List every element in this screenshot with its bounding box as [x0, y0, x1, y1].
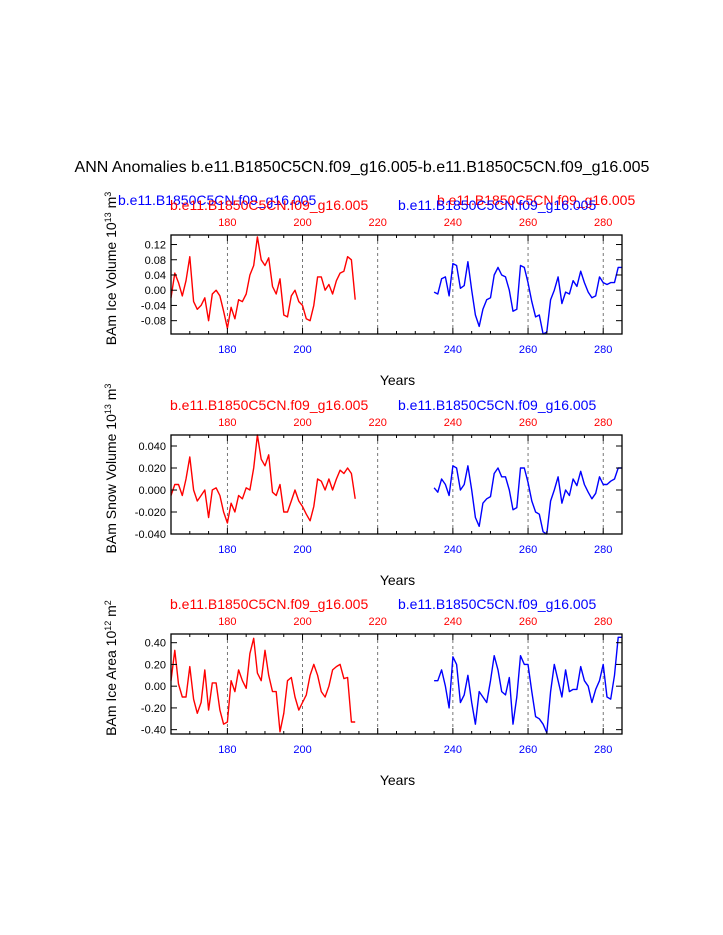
y-unit-power: 3	[103, 192, 113, 197]
series-line-blue	[433, 261, 622, 335]
y-unit-exponent: 13	[103, 404, 113, 414]
x-tick-label-bottom: 180	[218, 344, 236, 356]
y-tick-label: 0.00	[145, 681, 166, 693]
y-axis-label: BAm Ice Area 1012 m2	[103, 600, 119, 736]
x-tick-label-top: 280	[594, 217, 612, 229]
x-tick-label-bottom: 200	[293, 544, 311, 556]
y-tick-label: -0.040	[135, 529, 166, 541]
panel-3: 0.40 0.20 0.00 -0.20 -0.40 180 200 240 260 280 180…	[103, 596, 623, 788]
top-series-label-red: b.e11.B1850C5CN.f09_g16.005	[170, 197, 368, 213]
x-axis-label: Years	[380, 572, 415, 588]
x-tick-label-top: 200	[293, 616, 311, 628]
x-tick-label-bottom: 260	[519, 744, 537, 756]
y-tick-label: -0.40	[141, 725, 166, 737]
x-tick-label-bottom: 260	[519, 344, 537, 356]
panel-2: 0.040 0.020 0.000 -0.020 -0.040 180 200 240 260 2…	[103, 384, 623, 588]
x-axis-label: Years	[380, 372, 415, 388]
y-tick-label: -0.08	[141, 316, 166, 328]
top-series-label-blue: b.e11.B1850C5CN.f09_g16.005	[398, 397, 596, 413]
y-unit-power: 2	[103, 600, 113, 605]
figure-title: ANN Anomalies b.e11.B1850C5CN.f09_g16.00…	[75, 159, 650, 176]
y-tick-label: 0.20	[145, 659, 166, 671]
x-tick-label-bottom: 280	[594, 344, 612, 356]
plot-frame	[170, 434, 623, 535]
y-tick-label: 0.08	[145, 255, 166, 267]
top-series-label-blue: b.e11.B1850C5CN.f09_g16.005	[398, 596, 596, 612]
x-tick-label-top: 240	[444, 616, 462, 628]
x-tick-label-top: 260	[519, 217, 537, 229]
x-axis-label: Years	[380, 772, 415, 788]
x-tick-label-bottom: 280	[594, 544, 612, 556]
x-tick-label-bottom: 260	[519, 544, 537, 556]
x-tick-label-top: 240	[444, 217, 462, 229]
y-tick-label: 0.12	[145, 240, 166, 252]
x-tick-label-top: 220	[369, 616, 387, 628]
x-tick-label-top: 220	[369, 417, 387, 429]
y-tick-label: 0.000	[138, 485, 166, 497]
panels-group: 0.12 0.08 0.04 0.00 -0.04 -0.08 180 200 240 260 28…	[103, 192, 623, 788]
x-tick-label-top: 240	[444, 417, 462, 429]
x-tick-label-top: 180	[218, 417, 236, 429]
x-tick-label-top: 180	[218, 217, 236, 229]
x-tick-label-top: 180	[218, 616, 236, 628]
plot-frame	[170, 633, 623, 735]
x-tick-label-bottom: 200	[293, 744, 311, 756]
x-tick-label-top: 200	[293, 217, 311, 229]
x-tick-label-bottom: 180	[218, 544, 236, 556]
plot-frame	[170, 234, 623, 335]
top-series-label-red: b.e11.B1850C5CN.f09_g16.005	[170, 596, 368, 612]
x-tick-label-top: 280	[594, 417, 612, 429]
y-tick-label: 0.00	[145, 285, 166, 297]
series-line-red	[170, 236, 356, 329]
series-line-red	[170, 637, 356, 733]
y-tick-label: 0.04	[145, 270, 166, 282]
panel-1: 0.12 0.08 0.04 0.00 -0.04 -0.08 180 200 240 260 28…	[103, 192, 623, 388]
y-tick-label: -0.20	[141, 703, 166, 715]
top-series-label-blue: b.e11.B1850C5CN.f09_g16.005	[398, 197, 596, 213]
x-tick-label-top: 200	[293, 417, 311, 429]
x-tick-label-top: 220	[369, 217, 387, 229]
x-tick-label-bottom: 240	[444, 544, 462, 556]
x-tick-label-top: 280	[594, 616, 612, 628]
top-series-label-red: b.e11.B1850C5CN.f09_g16.005	[170, 397, 368, 413]
y-tick-label: 0.040	[138, 441, 166, 453]
top-offset-label-blue: b.e11.B1850C5CN.f09_g16.005	[118, 192, 316, 208]
x-tick-label-bottom: 240	[444, 744, 462, 756]
y-unit-exponent: 13	[103, 212, 113, 222]
y-tick-label: 0.40	[145, 638, 166, 650]
y-unit-exponent: 12	[103, 621, 113, 631]
x-tick-label-top: 260	[519, 616, 537, 628]
x-tick-label-bottom: 200	[293, 344, 311, 356]
x-tick-label-bottom: 180	[218, 744, 236, 756]
y-tick-label: 0.020	[138, 463, 166, 475]
x-tick-label-bottom: 280	[594, 744, 612, 756]
series-line-blue	[433, 465, 622, 535]
y-axis-label: BAm Snow Volume 1013 m3	[103, 384, 119, 554]
x-tick-label-top: 260	[519, 417, 537, 429]
y-axis-label: BAm Ice Volume 1013 m3	[103, 192, 119, 346]
top-offset-label-red: b.e11.B1850C5CN.f09_g16.005	[437, 192, 635, 208]
series-line-blue	[434, 636, 622, 734]
y-unit-power: 3	[103, 384, 113, 389]
y-tick-label: -0.04	[141, 300, 166, 312]
y-tick-label: -0.020	[135, 507, 166, 519]
series-line-red	[170, 434, 356, 524]
x-tick-label-bottom: 240	[444, 344, 462, 356]
